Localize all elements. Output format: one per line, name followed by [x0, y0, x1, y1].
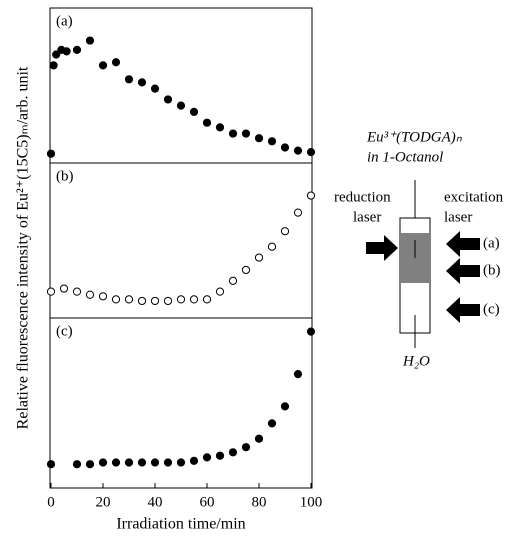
data-point	[267, 242, 277, 251]
data-point	[241, 443, 251, 452]
water-label: H₂O	[402, 353, 430, 369]
data-point	[62, 47, 71, 56]
excitation-label: laser	[444, 209, 472, 225]
data-point	[306, 191, 316, 200]
reduction-label: reduction	[334, 189, 391, 205]
excitation-arrow	[446, 297, 480, 323]
solvent-label: in 1-Octanol	[367, 149, 443, 165]
data-point	[163, 296, 173, 306]
data-point	[267, 137, 277, 146]
data-point	[49, 61, 58, 70]
data-point	[280, 143, 290, 152]
data-point	[72, 460, 82, 469]
data-point	[293, 208, 303, 217]
x-tick-label: 40	[148, 494, 163, 510]
data-point	[46, 287, 56, 296]
excitation-arrow	[446, 231, 480, 257]
data-point	[306, 148, 316, 157]
data-point	[228, 448, 238, 457]
data-point	[137, 296, 147, 306]
data-point	[267, 419, 277, 428]
panel-label: (a)	[56, 13, 73, 29]
data-point	[124, 295, 134, 304]
data-point	[46, 149, 56, 158]
x-tick-label: 80	[252, 494, 267, 510]
data-point	[85, 460, 95, 469]
data-point	[176, 295, 186, 304]
data-point	[306, 327, 316, 336]
data-point	[202, 118, 212, 127]
data-point	[254, 253, 264, 262]
data-point	[111, 58, 121, 67]
data-point	[202, 453, 212, 462]
position-label: (a)	[483, 235, 500, 251]
data-point	[72, 287, 82, 296]
data-point	[163, 95, 173, 104]
data-point	[137, 78, 147, 87]
data-point	[137, 458, 147, 467]
data-point	[215, 451, 225, 460]
data-point	[228, 276, 238, 285]
data-point	[124, 75, 134, 84]
data-point	[176, 101, 186, 110]
y-axis-label: Relative fluorescence intensity of Eu²⁺(…	[15, 66, 32, 429]
position-label: (c)	[483, 301, 500, 317]
x-tick-label: 20	[96, 494, 111, 510]
data-point	[202, 295, 212, 304]
data-point	[254, 134, 264, 143]
data-point	[215, 123, 225, 132]
data-point	[280, 227, 290, 236]
panel-label: (b)	[56, 168, 74, 184]
data-point	[176, 458, 186, 467]
excitation-arrow	[446, 258, 480, 284]
data-point	[241, 129, 251, 138]
data-point	[150, 458, 160, 467]
data-point	[189, 107, 199, 116]
data-point	[189, 456, 199, 465]
data-point	[98, 292, 108, 301]
data-point	[85, 36, 95, 45]
data-point	[98, 61, 108, 70]
data-point	[241, 265, 251, 275]
data-point	[46, 460, 56, 469]
x-axis-label: Irradiation time/min	[116, 516, 245, 533]
data-point	[293, 370, 303, 379]
panel-frame	[49, 317, 313, 489]
excitation-label: excitation	[444, 189, 504, 205]
data-point	[124, 458, 134, 467]
data-point	[52, 50, 61, 59]
data-point	[85, 290, 95, 299]
position-label: (b)	[483, 262, 501, 278]
data-point	[215, 287, 225, 296]
data-point	[254, 434, 264, 443]
reduction-label: laser	[353, 209, 381, 225]
data-point	[111, 295, 121, 304]
data-point	[150, 296, 160, 306]
data-point	[59, 284, 69, 293]
x-tick-label: 0	[47, 494, 55, 510]
data-point	[163, 458, 173, 467]
x-tick-label: 60	[200, 494, 215, 510]
data-point	[280, 402, 290, 411]
data-point	[111, 458, 121, 467]
reduction-arrow	[366, 235, 398, 261]
data-point	[228, 129, 238, 138]
data-point	[72, 45, 82, 54]
data-point	[98, 458, 108, 467]
data-point	[293, 146, 303, 155]
complex-label: Eu³⁺(TODGA)ₙ	[366, 129, 463, 145]
panel-label: (c)	[56, 323, 73, 339]
x-tick-label: 100	[300, 494, 323, 510]
data-point	[189, 295, 199, 304]
data-point	[150, 84, 160, 93]
